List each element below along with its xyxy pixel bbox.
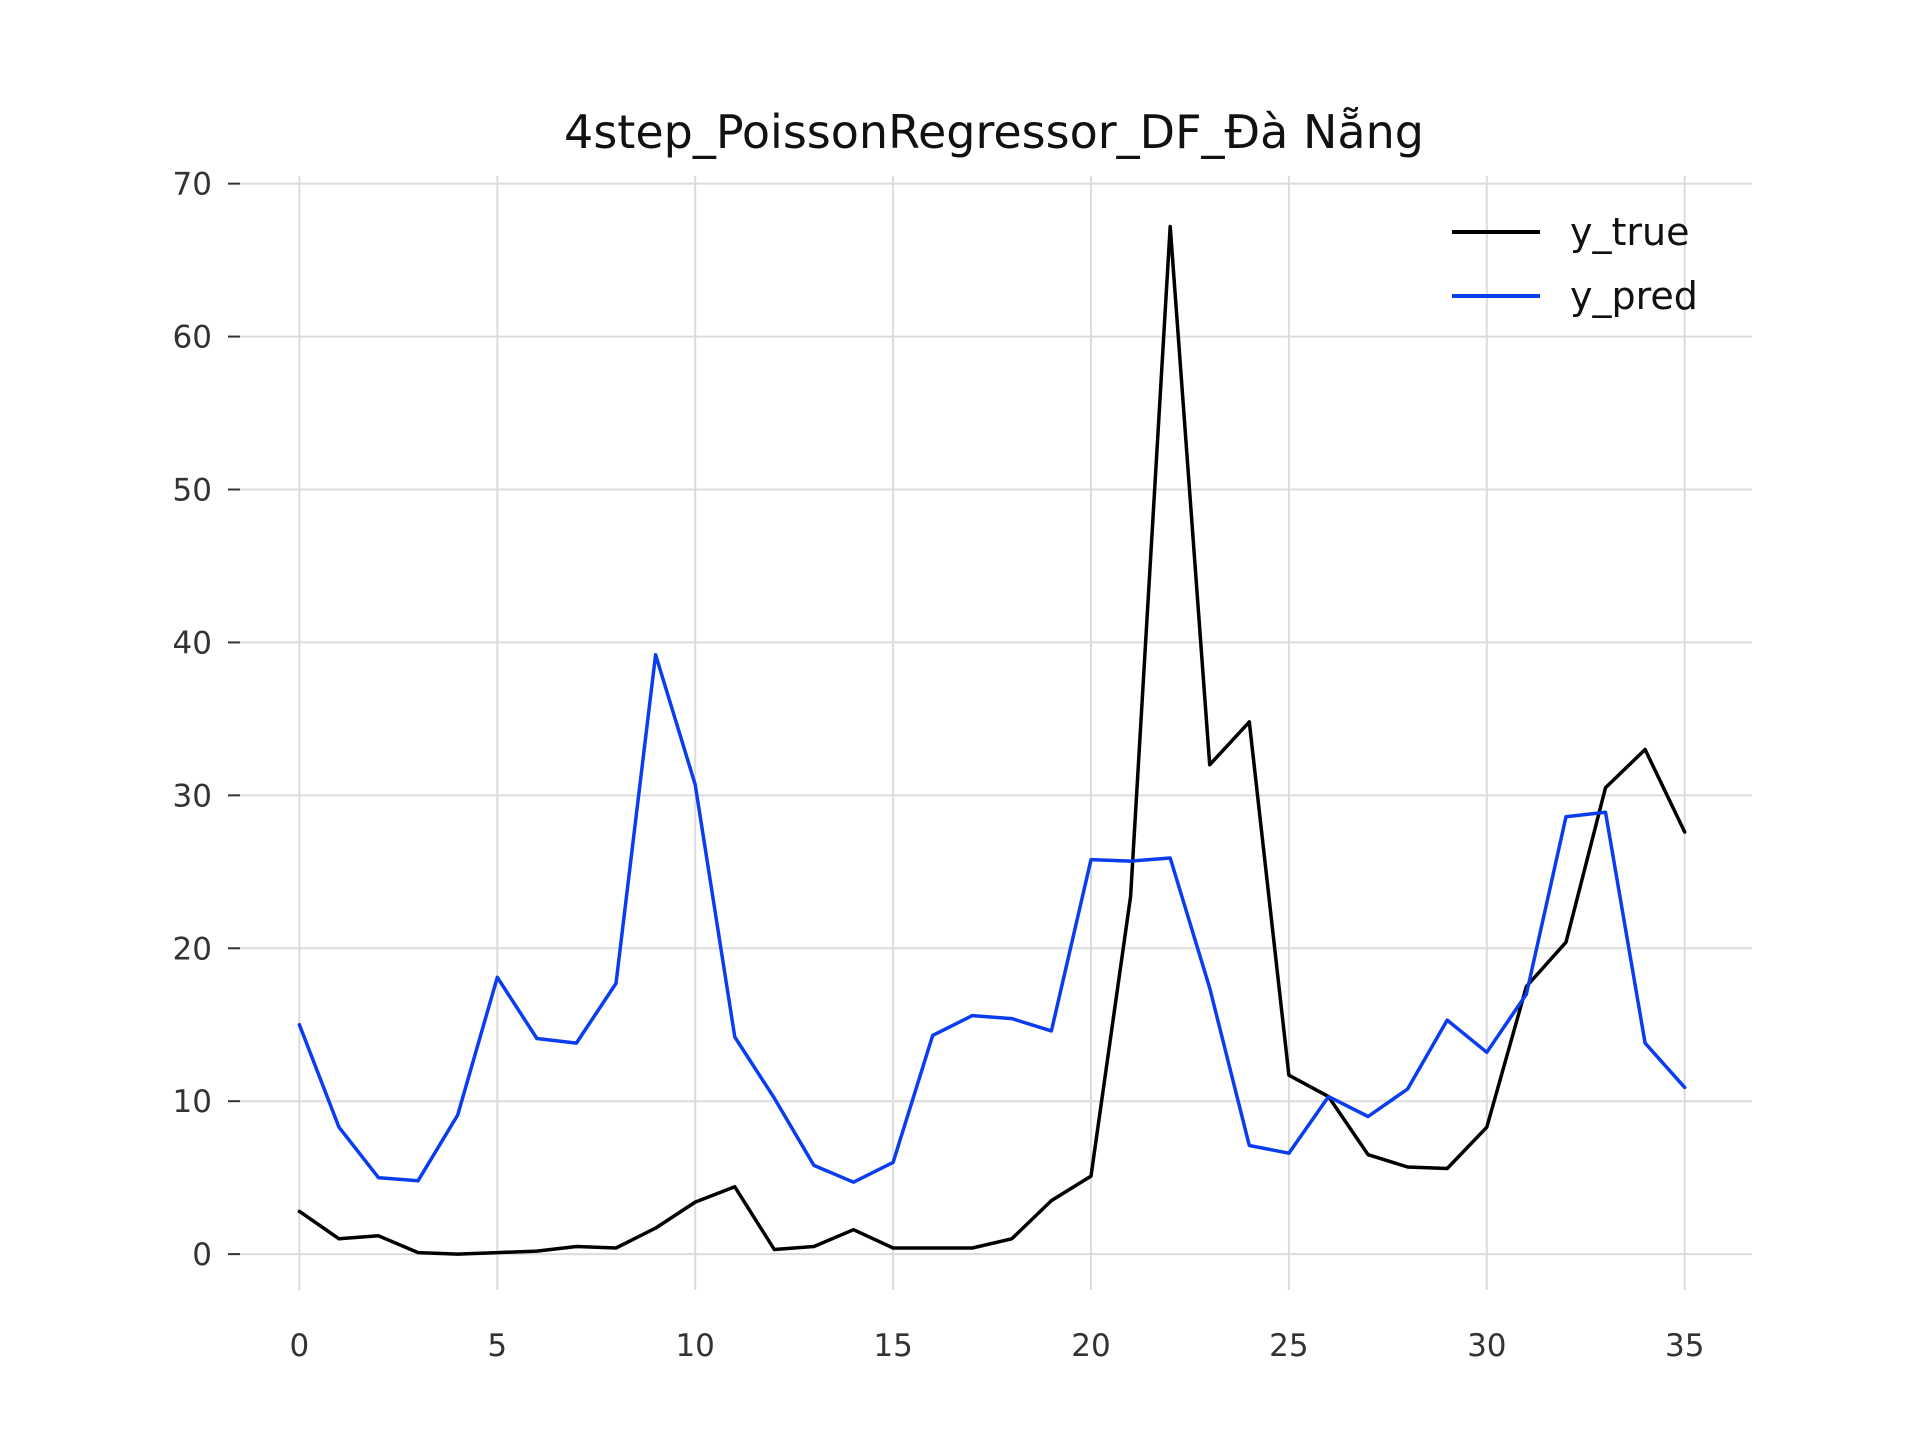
y-tick-label: 70 [173, 167, 212, 203]
legend: y_true y_pred [1452, 210, 1698, 318]
grid [240, 176, 1752, 1290]
axes: 0 5 10 15 20 25 30 35 0 10 20 30 40 50 60 70 [173, 167, 1705, 1364]
y-tick-label: 50 [173, 472, 212, 508]
x-tick-label: 35 [1665, 1328, 1704, 1364]
y-tick-label: 20 [173, 931, 212, 967]
chart-title: 4step_PoissonRegressor_DF_Đà Nẵng [564, 105, 1424, 159]
y-tick-label: 60 [173, 320, 212, 356]
x-tick-label: 30 [1467, 1328, 1506, 1364]
x-tick-label: 5 [487, 1328, 507, 1364]
legend-label-y-true: y_true [1570, 210, 1689, 254]
series-line-y-pred [297, 652, 1687, 1184]
x-tick-label: 15 [873, 1328, 912, 1364]
legend-label-y-pred: y_pred [1570, 274, 1698, 318]
series-line-y-true [297, 224, 1687, 1256]
x-tick-label: 0 [290, 1328, 310, 1364]
x-tick-label: 20 [1071, 1328, 1110, 1364]
y-tick-label: 30 [173, 778, 212, 814]
plot-area [297, 224, 1687, 1256]
x-tick-label: 10 [675, 1328, 714, 1364]
y-tick-label: 0 [192, 1237, 212, 1273]
y-tick-label: 40 [173, 625, 212, 661]
x-tick-label: 25 [1269, 1328, 1308, 1364]
y-tick-label: 10 [173, 1084, 212, 1120]
